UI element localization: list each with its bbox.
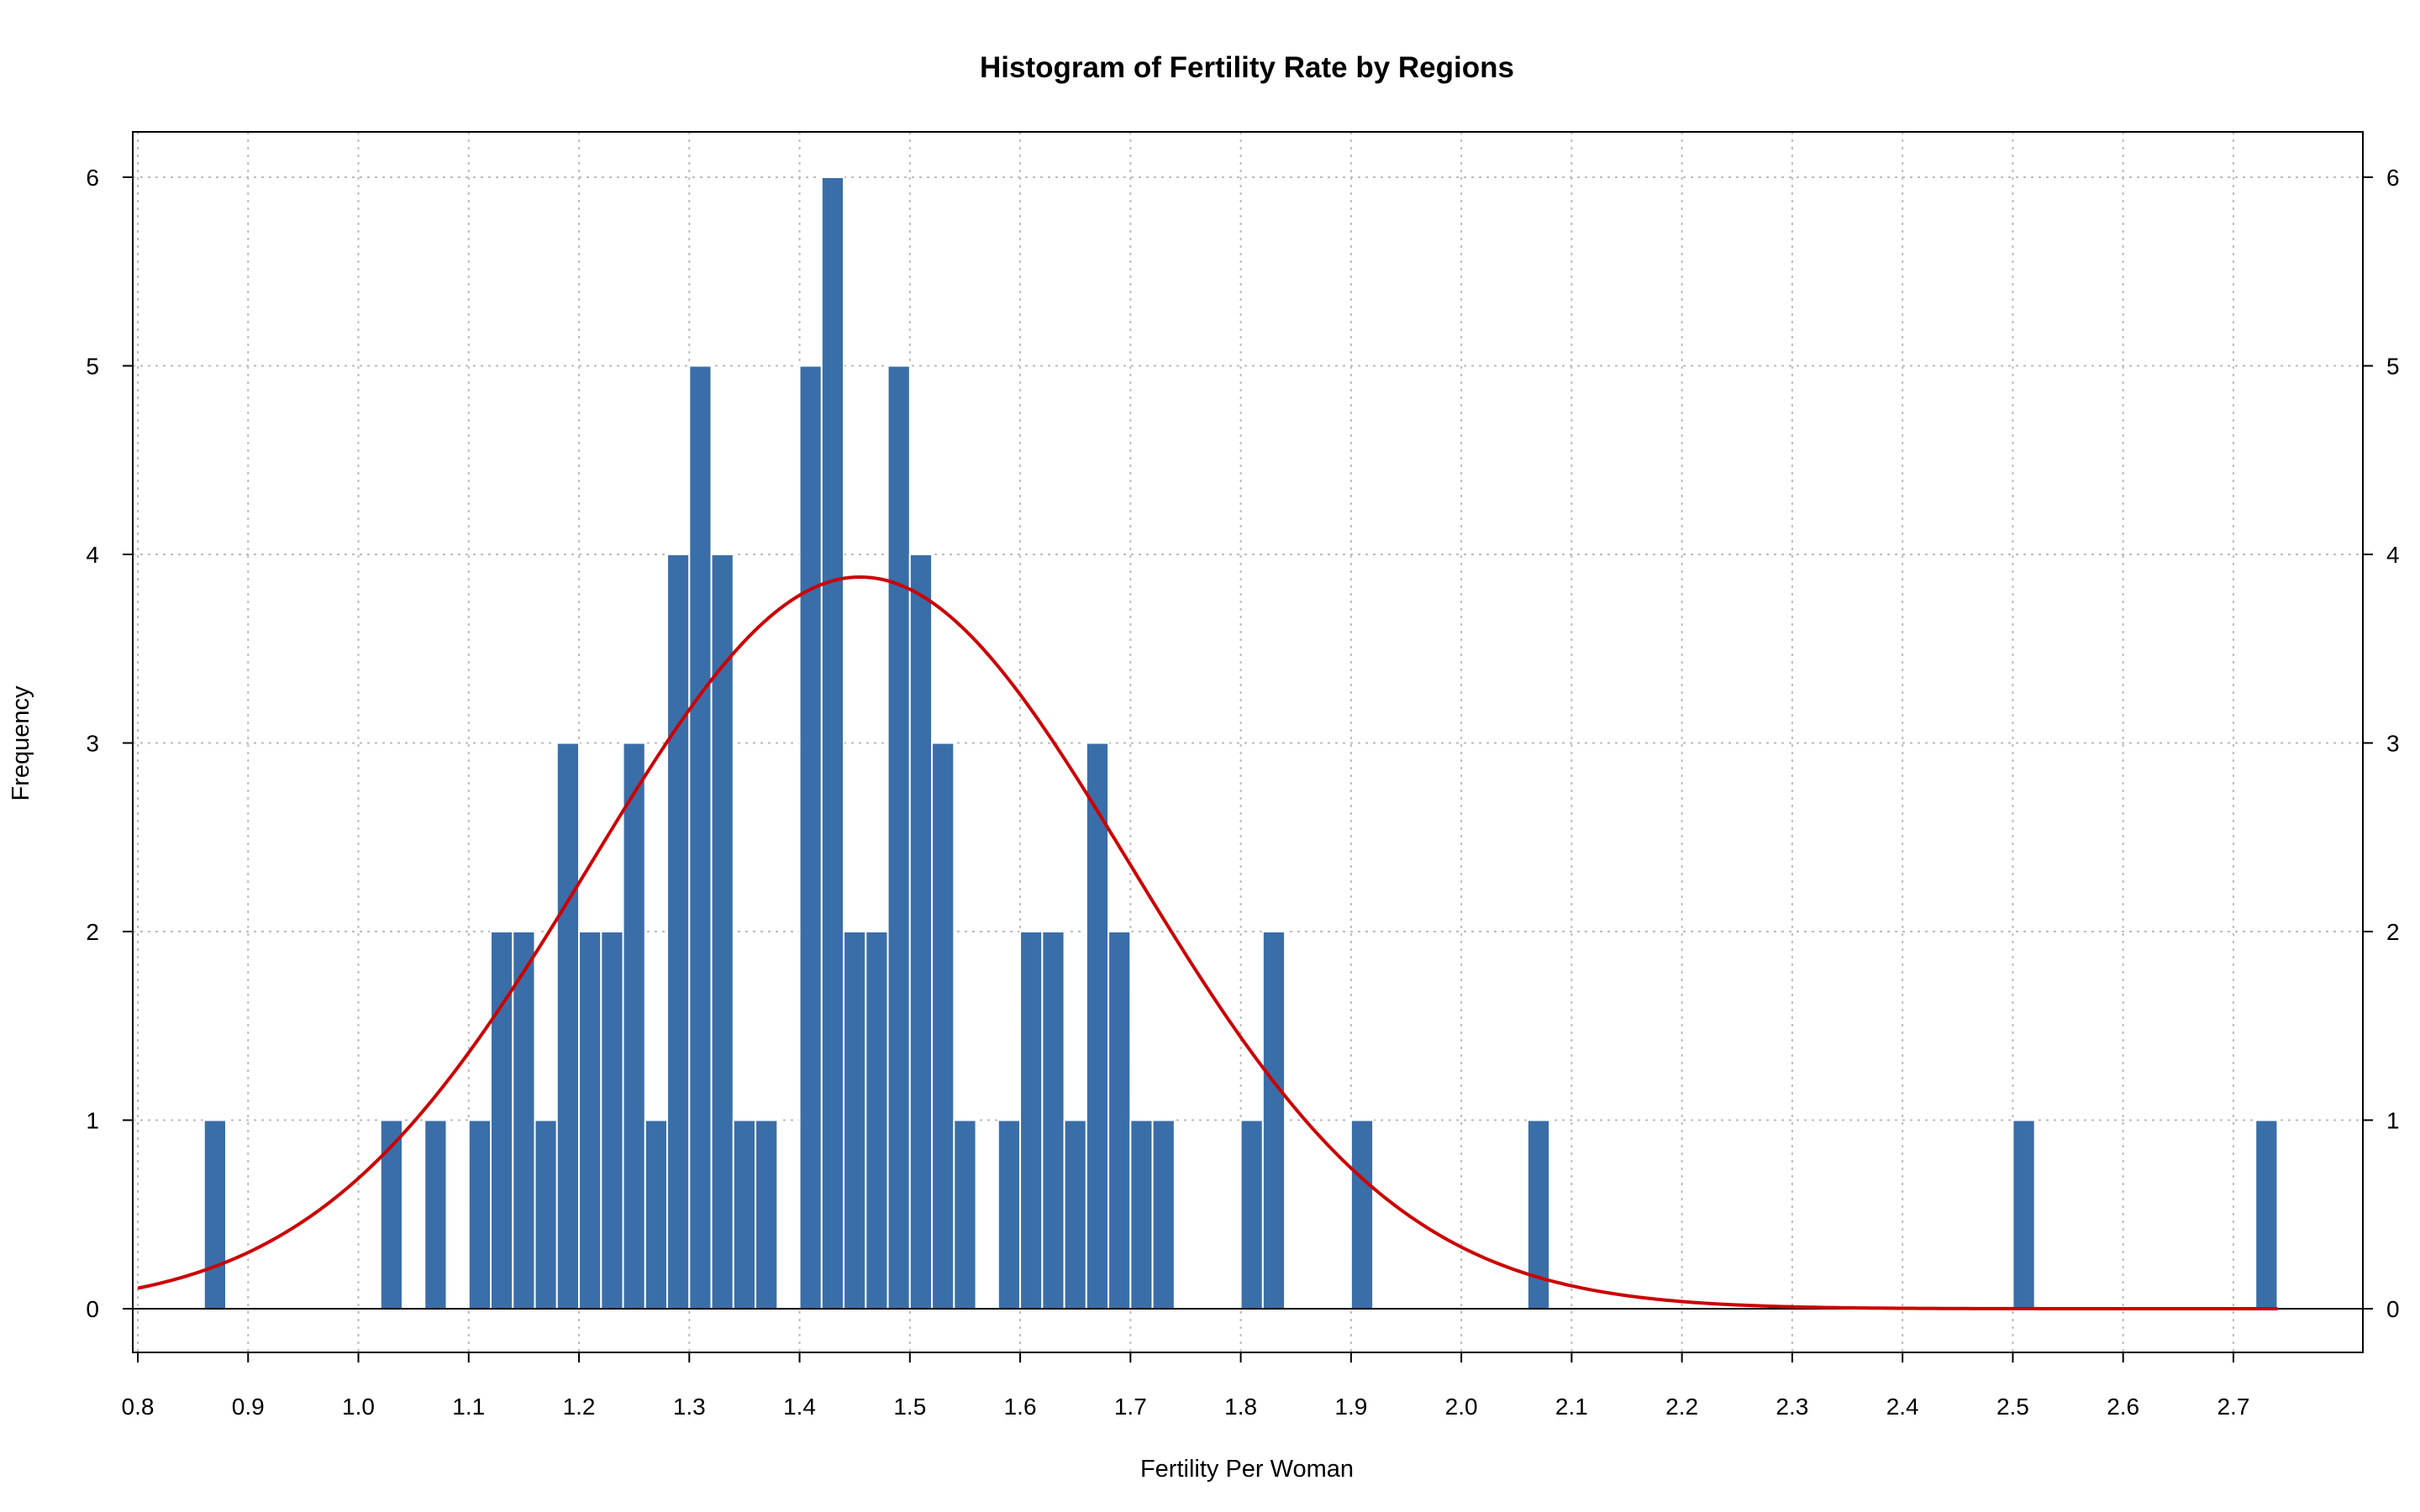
histogram-bar [865,931,889,1310]
histogram-bar [644,1119,669,1310]
y-tick-label-left: 6 [86,165,99,191]
histogram-bar [953,1119,977,1310]
histogram-bar [908,554,934,1310]
y-tick-label-left: 5 [86,354,99,380]
histogram-bar [1107,931,1132,1310]
histogram-bar [1239,1119,1264,1310]
y-tick-label-left: 2 [86,919,99,945]
y-tick-label-left: 3 [86,731,99,757]
chart-title: Histogram of Fertility Rate by Regions [980,51,1514,84]
y-tick-label-left: 1 [86,1108,99,1134]
x-tick-label: 1.8 [1224,1394,1257,1420]
x-tick-label: 1.6 [1004,1394,1037,1420]
y-tick-label-left: 4 [86,542,99,568]
histogram-bar [1019,931,1044,1310]
y-tick-label-right: 2 [2386,919,2400,945]
histogram-bars [203,176,2279,1310]
histogram-bar [843,931,867,1310]
x-tick-label: 2.1 [1555,1394,1588,1420]
x-axis: 0.8 0.9 1.0 1.1 1.2 1.3 1.4 1.5 1.6 1.7 1.8 1.9 2.0 2… [122,1352,2249,1420]
histogram-bar [1349,1119,1375,1310]
x-tick-label: 2.0 [1445,1394,1478,1420]
histogram-bar [997,1119,1022,1310]
histogram-bar [1261,931,1286,1310]
x-tick-label: 2.5 [1996,1394,2029,1420]
x-tick-label: 1.7 [1114,1394,1147,1420]
histogram-bar [931,742,955,1310]
x-tick-label: 2.7 [2217,1394,2249,1420]
histogram-bar [600,931,624,1310]
density-curve [137,575,2278,1310]
y-tick-label-right: 0 [2386,1296,2400,1322]
x-tick-label: 2.2 [1665,1394,1698,1420]
histogram-bar [732,1119,757,1310]
x-tick-label: 1.0 [342,1394,375,1420]
x-tick-label: 1.3 [673,1394,706,1420]
y-tick-label-right: 4 [2386,542,2400,568]
histogram-bar [424,1119,448,1310]
x-tick-label: 1.1 [452,1394,485,1420]
histogram-bar [820,176,845,1310]
histogram-bar [578,931,602,1310]
y-axis-label: Frequency [8,685,34,801]
histogram-bar [666,554,691,1310]
histogram-bar [467,1119,492,1310]
histogram-bar [1041,931,1065,1310]
density-curve-group [137,575,2278,1310]
histogram-bar [203,1119,228,1310]
histogram-bar [2254,1119,2279,1310]
y-tick-label-left: 0 [86,1296,99,1322]
histogram-bar [2012,1119,2036,1310]
histogram-bar [688,365,713,1310]
histogram-bar [622,742,646,1310]
x-tick-label: 1.5 [893,1394,926,1420]
histogram-bar [512,931,536,1310]
x-tick-label: 0.9 [232,1394,265,1420]
histogram-bar [755,1119,779,1310]
y-tick-label-right: 6 [2386,165,2400,191]
y-tick-label-right: 1 [2386,1108,2400,1134]
x-tick-label: 1.4 [783,1394,816,1420]
histogram-bar [534,1119,558,1310]
y-tick-label-right: 5 [2386,354,2400,380]
histogram-bar [1085,742,1110,1310]
y-axis-left: 0 1 2 3 4 5 6 [86,165,133,1322]
histogram-bar [490,931,514,1310]
histogram-bar [555,742,581,1310]
histogram-bar [710,554,734,1310]
histogram-bar [1129,1119,1154,1310]
y-axis-right: 0 1 2 3 4 5 6 [2363,165,2400,1322]
x-tick-label: 1.2 [563,1394,596,1420]
x-tick-label: 1.9 [1334,1394,1367,1420]
histogram-bar [1151,1119,1176,1310]
x-tick-label: 0.8 [122,1394,155,1420]
histogram-bar [886,365,911,1310]
histogram-bar [798,365,823,1310]
histogram-bar [1063,1119,1087,1310]
y-tick-label-right: 3 [2386,731,2400,757]
x-tick-label: 2.6 [2107,1394,2139,1420]
x-axis-label: Fertility Per Woman [1140,1456,1354,1483]
x-tick-label: 2.4 [1886,1394,1919,1420]
x-tick-label: 2.3 [1776,1394,1808,1420]
